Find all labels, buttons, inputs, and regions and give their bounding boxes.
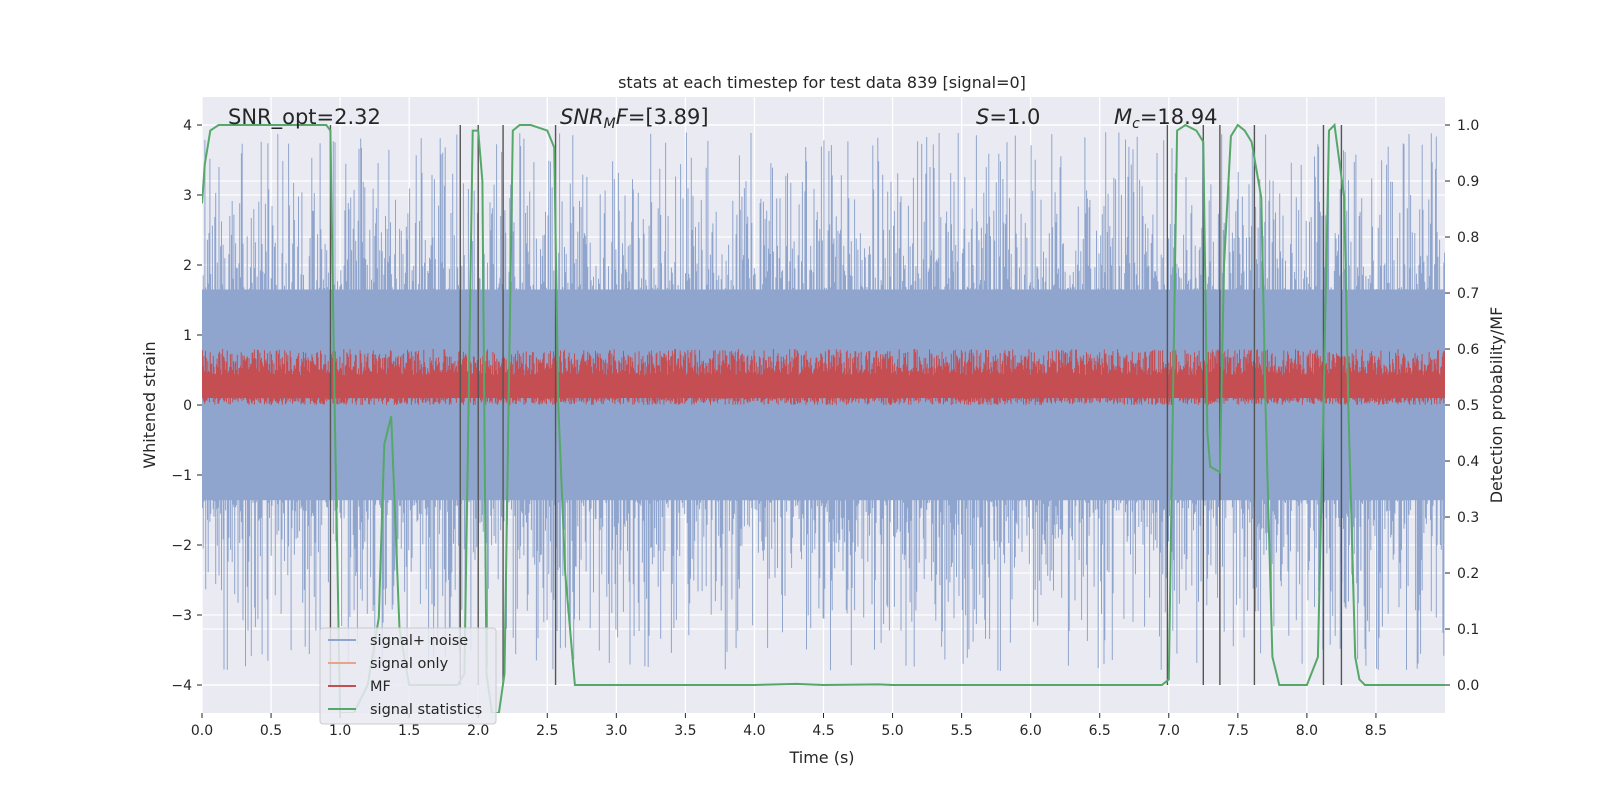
x-tick-label: 0.0	[191, 723, 213, 739]
y-tick-label: 4	[183, 118, 192, 134]
x-tick-label: 3.0	[605, 723, 627, 739]
signal-statistics-line	[202, 122, 1445, 713]
x-tick-label: 8.5	[1365, 723, 1387, 739]
x-tick-label: 1.0	[329, 723, 351, 739]
y-tick-label: −4	[171, 678, 192, 694]
y2-tick-label: 0.3	[1457, 510, 1479, 526]
y-axis-ticks: −4 −3 −2 −1 0 1 2 3 4	[171, 118, 202, 694]
x-axis-ticks: 0.0 0.5 1.0 1.5 2.0 2.5 3.0 3.5 4.0 4.5 5.0 5.5 6.0 6…	[191, 713, 1387, 739]
y2-tick-label: 0.9	[1457, 174, 1479, 190]
y-tick-label: 2	[183, 258, 192, 274]
annotation-snr-mf: SNRMF=[3.89]	[560, 105, 709, 132]
x-tick-label: 4.0	[743, 723, 765, 739]
y-tick-label: −1	[171, 468, 192, 484]
legend-box	[319, 627, 497, 725]
x-tick-label: 7.0	[1158, 723, 1180, 739]
y2-tick-label: 0.8	[1457, 230, 1479, 246]
legend-label-signal-only: signal only	[370, 656, 449, 672]
y2-axis-label: Detection probability/MF	[1487, 307, 1506, 504]
x-tick-label: 0.5	[260, 723, 282, 739]
legend-label-signal-statistics: signal statistics	[370, 702, 482, 718]
x-tick-label: 7.5	[1227, 723, 1249, 739]
annotation-snr-opt: SNR_opt=2.32	[228, 105, 381, 130]
annotation-mc: Mc=18.94	[1114, 105, 1218, 132]
x-tick-label: 5.5	[950, 723, 972, 739]
x-tick-label: 6.5	[1089, 723, 1111, 739]
y-tick-label: 1	[183, 328, 192, 344]
legend: signal+ noise signal only MF signal stat…	[319, 627, 497, 725]
x-tick-label: 5.0	[881, 723, 903, 739]
x-tick-label: 2.5	[536, 723, 558, 739]
y-tick-label: 3	[183, 188, 192, 204]
x-tick-label: 6.0	[1020, 723, 1042, 739]
y2-tick-label: 0.1	[1457, 622, 1479, 638]
y-tick-label: −3	[171, 608, 192, 624]
y2-tick-label: 0.6	[1457, 342, 1479, 358]
series-signal-statistics	[202, 122, 1445, 713]
legend-label-signal-noise: signal+ noise	[370, 633, 468, 649]
y-tick-label: −2	[171, 538, 192, 554]
chart-title: stats at each timestep for test data 839…	[618, 73, 1026, 92]
y2-tick-label: 0.0	[1457, 678, 1479, 694]
annotation-s: S=1.0	[976, 105, 1040, 129]
y2-tick-label: 0.7	[1457, 286, 1479, 302]
legend-label-mf: MF	[370, 679, 391, 695]
y2-tick-label: 0.2	[1457, 566, 1479, 582]
x-tick-label: 4.5	[812, 723, 834, 739]
x-tick-label: 1.5	[398, 723, 420, 739]
y2-axis-ticks: 0.0 0.1 0.2 0.3 0.4 0.5 0.6 0.7 0.8 0.9 1.0	[1445, 118, 1479, 694]
y-axis-label: Whitened strain	[140, 341, 159, 468]
x-axis-label: Time (s)	[788, 748, 854, 767]
x-tick-label: 2.0	[467, 723, 489, 739]
y-tick-label: 0	[183, 398, 192, 414]
x-tick-label: 3.5	[674, 723, 696, 739]
y2-tick-label: 1.0	[1457, 118, 1479, 134]
y2-tick-label: 0.4	[1457, 454, 1479, 470]
x-tick-label: 8.0	[1296, 723, 1318, 739]
y2-tick-label: 0.5	[1457, 398, 1479, 414]
